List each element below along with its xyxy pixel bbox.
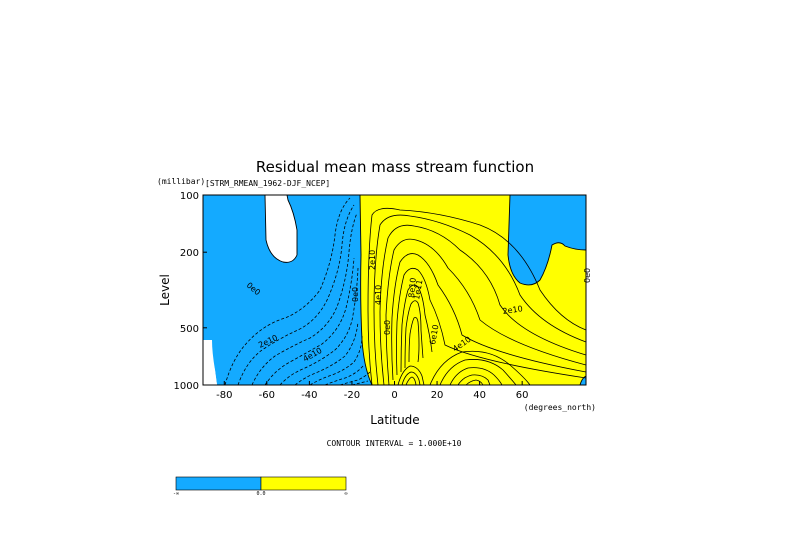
- x-tick-label: -40: [301, 390, 317, 401]
- positive-contours: [367, 207, 587, 386]
- colorbar-positive: [260, 476, 347, 491]
- colorbar: -∞ 0.0 ∞: [173, 476, 348, 497]
- contour-label: 0e0: [583, 268, 592, 283]
- y-tick-label: 100: [180, 191, 199, 202]
- y-units-label: (millibar): [157, 177, 205, 186]
- contour-label: 6e10: [428, 324, 440, 345]
- x-axis: -80 -60 -40 -20 0 20 40 60: [216, 381, 529, 401]
- chart-title: Residual mean mass stream function: [256, 158, 534, 176]
- negative-fill-corner: [580, 376, 586, 385]
- x-axis-units: (degrees_north): [524, 403, 596, 412]
- x-tick-label: 60: [516, 390, 529, 401]
- colorbar-label: 0.0: [256, 491, 265, 497]
- x-tick-label: 0: [391, 390, 397, 401]
- chart-subtitle: [STRM_RMEAN_1962-DJF_NCEP]: [205, 179, 330, 188]
- negative-contours: [224, 197, 371, 386]
- x-axis-label: Latitude: [370, 413, 419, 427]
- zero-contours: [264, 194, 587, 386]
- y-tick-label: 200: [180, 248, 199, 259]
- colorbar-negative: [175, 476, 262, 491]
- negative-fill-left: [203, 195, 283, 262]
- missing-data-notch: [203, 340, 217, 385]
- y-axis-label: Level: [158, 274, 172, 306]
- colorbar-label: -∞: [173, 491, 179, 497]
- colorbar-label: ∞: [344, 491, 347, 497]
- contour-label: 4e10: [374, 285, 383, 305]
- negative-fill-upper-right: [508, 195, 586, 285]
- contour-label: 2e10: [502, 304, 523, 316]
- positive-fill-region: [360, 195, 586, 385]
- y-tick-label: 500: [180, 324, 199, 335]
- y-axis: 100 200 500 1000: [174, 191, 207, 392]
- contour-label: 0e0: [383, 320, 392, 335]
- x-tick-label: -20: [344, 390, 360, 401]
- x-tick-label: -80: [216, 390, 232, 401]
- contour-interval-text: CONTOUR INTERVAL = 1.000E+10: [327, 439, 462, 448]
- contour-label: 1e11: [412, 279, 424, 300]
- contour-label: 2e10: [368, 250, 377, 270]
- plot-area: 0e0 2e10 4e10 0e0 2e10 4e10 0e0 1e11 8e1…: [202, 194, 592, 386]
- x-tick-label: 40: [473, 390, 486, 401]
- x-tick-label: -60: [259, 390, 275, 401]
- y-tick-label: 1000: [174, 381, 199, 392]
- x-tick-label: 20: [431, 390, 444, 401]
- contour-label: 0e0: [351, 287, 360, 302]
- contour-label: 8e10: [407, 277, 418, 298]
